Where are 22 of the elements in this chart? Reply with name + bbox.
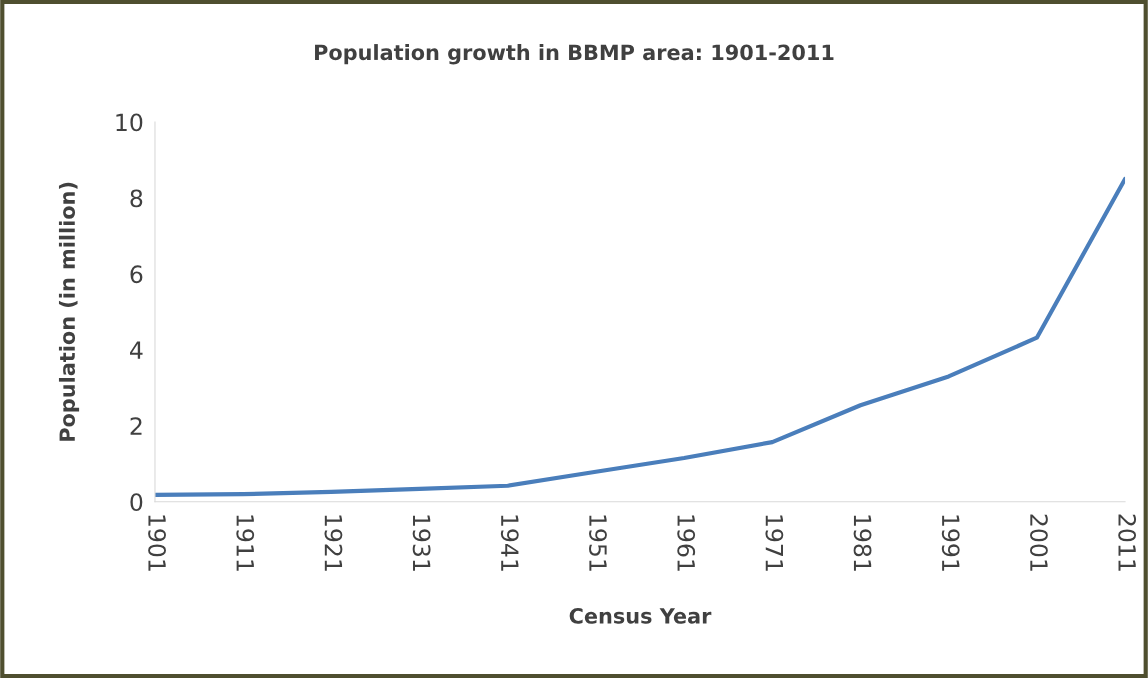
y-axis-title: Population (in million) bbox=[58, 182, 80, 441]
x-tick-label: 1991 bbox=[941, 515, 960, 571]
x-tick-label: 1901 bbox=[148, 515, 166, 571]
x-tick-label: 1961 bbox=[677, 515, 696, 571]
x-tick-label: 1981 bbox=[853, 515, 872, 571]
x-tick-label: 1931 bbox=[412, 515, 431, 571]
x-tick-label: 1941 bbox=[500, 515, 519, 571]
x-tick-label: 2011 bbox=[1118, 514, 1137, 571]
x-tick-label: 1921 bbox=[324, 515, 343, 571]
chart-title: Population growth in BBMP area: 1901-2011 bbox=[315, 44, 834, 65]
y-tick-label: 8 bbox=[130, 189, 143, 208]
y-tick-label: 2 bbox=[130, 417, 142, 435]
x-tick-label: 1911 bbox=[236, 515, 255, 571]
y-tick-label: 4 bbox=[130, 341, 143, 359]
x-axis-title: Census Year bbox=[569, 608, 712, 624]
x-tick-label: 2001 bbox=[1030, 514, 1048, 571]
x-tick-label: 1971 bbox=[765, 515, 784, 571]
line-series bbox=[154, 176, 1126, 497]
y-tick-label: 6 bbox=[130, 265, 143, 284]
y-tick-label: 10 bbox=[116, 113, 143, 132]
x-tick-label: 1951 bbox=[589, 515, 607, 571]
y-tick-label: 0 bbox=[130, 493, 143, 512]
